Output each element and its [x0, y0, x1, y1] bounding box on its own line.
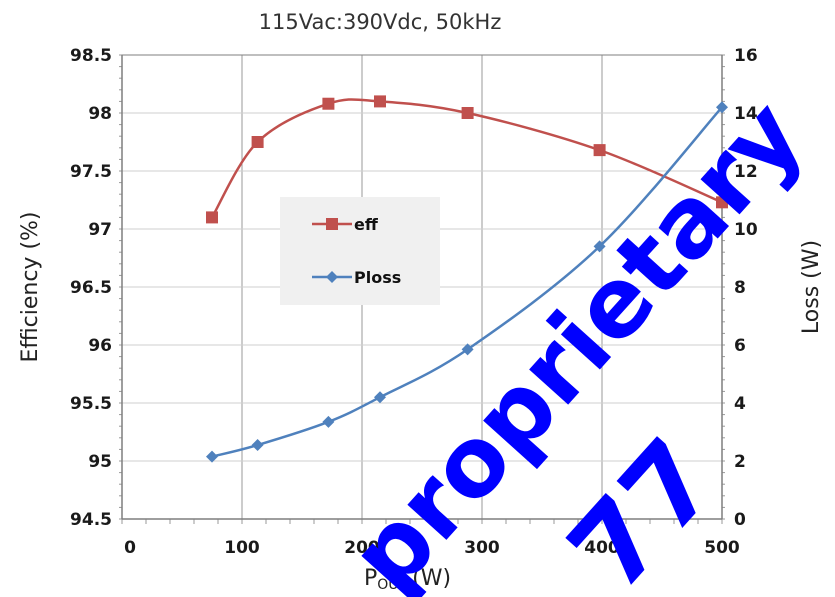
x-tick-label: 200 — [344, 538, 380, 558]
y-left-tick-label: 95 — [88, 452, 112, 472]
legend: eff Ploss — [280, 197, 440, 305]
x-tick-label: 100 — [224, 538, 260, 558]
legend-ploss-marker — [326, 271, 338, 283]
y-right-tick-label: 2 — [734, 452, 746, 472]
data-point-eff — [251, 136, 264, 148]
y-right-tick-label: 6 — [734, 336, 746, 356]
y-left-tick-label: 96 — [88, 336, 112, 356]
data-point-ploss — [716, 101, 728, 114]
data-point-eff — [593, 144, 606, 157]
y-right-tick-label: 10 — [734, 220, 758, 240]
data-point-ploss — [461, 343, 474, 356]
y-right-tick-label: 0 — [734, 510, 746, 530]
watermark: proprietary 77 — [329, 79, 825, 597]
x-axis-label-unit: (W) — [412, 566, 451, 591]
y-right-tick-label: 14 — [734, 104, 758, 124]
x-tick-label: 500 — [704, 538, 740, 558]
y-left-tick-label: 98.5 — [70, 46, 112, 66]
legend-eff-label: eff — [354, 215, 379, 234]
y-right-tick-label: 8 — [734, 278, 746, 298]
data-point-ploss — [251, 439, 264, 452]
y-left-tick-label: 94.5 — [70, 510, 112, 530]
y-left-tick-label: 95.5 — [70, 394, 112, 414]
x-tick-label: 400 — [584, 538, 620, 558]
y-right-tick-label: 4 — [734, 394, 746, 414]
x-tick-label: 300 — [464, 538, 500, 558]
data-point-eff — [461, 107, 474, 119]
x-axis-label: POUT (W) — [364, 566, 451, 593]
series-line-ploss — [211, 106, 723, 458]
y-left-tick-labels: 94.5 95 95.5 96 96.5 97 97.5 98 98.5 — [70, 46, 112, 530]
data-point-ploss — [322, 415, 335, 428]
legend-eff-marker — [326, 218, 338, 230]
y-left-tick-label: 97.5 — [70, 162, 112, 182]
y-right-tick-labels: 0 2 4 6 8 10 12 14 16 — [734, 46, 758, 530]
data-point-eff — [206, 211, 218, 224]
x-tick-labels: 0 100 200 300 400 500 — [124, 538, 740, 558]
y-right-axis-label: Loss (W) — [799, 240, 824, 334]
legend-ploss-label: Ploss — [354, 268, 401, 287]
data-point-ploss — [374, 391, 386, 404]
data-point-eff — [716, 196, 728, 209]
data-point-eff — [374, 95, 386, 108]
y-left-tick-label: 97 — [88, 220, 112, 240]
x-axis-label-main: P — [364, 566, 377, 591]
watermark-number: 77 — [544, 415, 742, 597]
data-point-ploss — [206, 450, 218, 463]
data-point-eff — [322, 97, 335, 110]
y-left-tick-label: 98 — [88, 104, 112, 124]
y-right-tick-label: 16 — [734, 46, 758, 66]
series-layer — [206, 95, 728, 463]
y-left-tick-label: 96.5 — [70, 278, 112, 298]
data-point-ploss — [593, 240, 606, 253]
x-tick-label: 0 — [124, 538, 136, 558]
legend-box — [280, 197, 440, 305]
chart-title: 115Vac:390Vdc, 50kHz — [259, 10, 502, 34]
y-left-axis-label: Efficiency (%) — [18, 211, 43, 362]
x-axis-label-sub: OUT — [377, 577, 407, 593]
y-right-tick-label: 12 — [734, 162, 758, 182]
